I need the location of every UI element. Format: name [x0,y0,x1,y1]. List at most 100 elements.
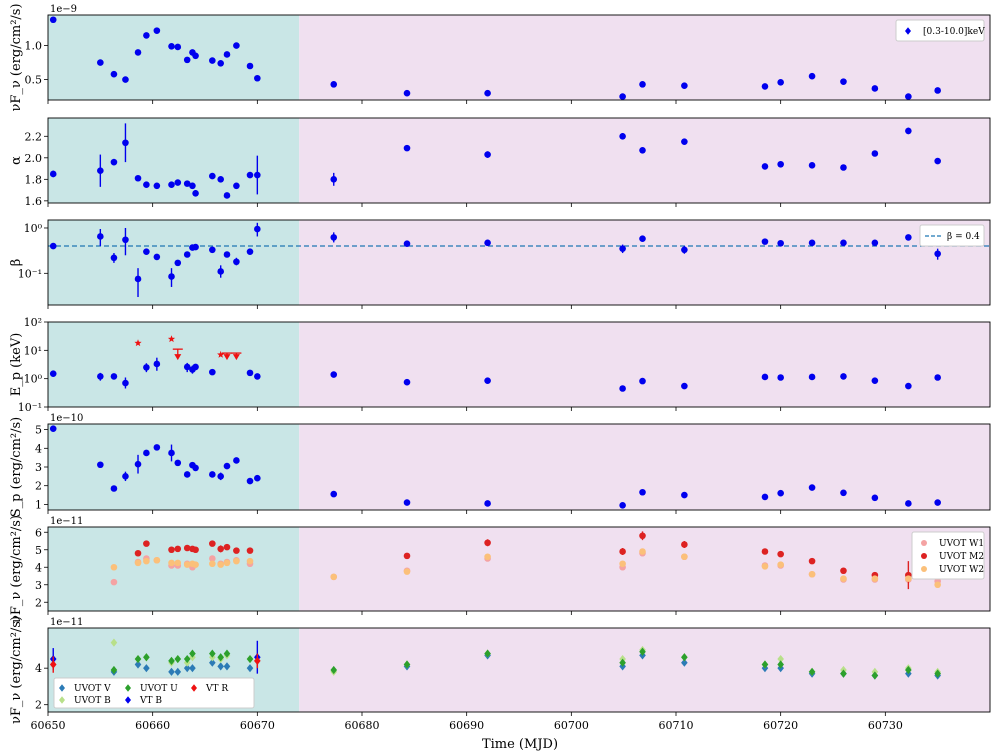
data-point [49,660,57,669]
data-point [97,59,104,66]
data-point [246,369,254,377]
data-point [174,654,182,664]
y-tick-label: 10⁰ [24,373,43,386]
series--0-3-10-0-kev [49,16,941,100]
legend-label: UVOT M2 [939,552,984,562]
data-point [761,238,769,245]
legend-swatch [59,684,65,692]
data-point [110,373,118,380]
shaded-region-early [48,15,300,100]
data-point [174,667,182,676]
data-point [209,368,216,376]
data-point [189,664,196,673]
data-point [808,162,816,169]
y-axis-label: νF_ν (erg/cm²/s) [9,515,24,623]
data-point [246,62,254,70]
data-point [403,378,411,386]
legend-swatch [59,696,65,704]
data-point [134,460,142,468]
data-point [840,373,847,380]
data-point [681,382,688,390]
data-point [217,176,224,183]
x-tick-label: 60650 [31,719,66,732]
data-point [254,474,261,482]
upper-limit-arrow [232,354,240,361]
data-point [403,568,411,575]
data-point [183,544,191,552]
y-axis-label: νF_ν (erg/cm²/s) [9,3,24,111]
data-point [168,181,175,189]
data-point [143,540,150,547]
data-point [905,500,912,507]
panel-beta: 10⁻¹ 10⁰ β β = 0.4 [9,219,991,309]
axes-frame [47,627,991,713]
data-point [639,647,646,656]
shaded-region-early [48,118,300,203]
data-point [174,545,182,553]
data-point [639,146,646,154]
data-point [639,377,646,385]
data-point [777,654,784,664]
data-point [183,363,191,371]
legend-uvot2: UVOT V UVOT U VT R UVOT B VT B [53,677,255,709]
data-point [134,559,142,567]
y-axis-label: α [9,156,24,165]
shaded-region-early [48,220,300,305]
data-point [484,89,491,97]
legend-swatch [921,540,927,546]
series-ep-star [134,335,225,358]
data-point [871,150,879,157]
data-point [254,171,261,179]
data-point [143,557,150,565]
shaded-region-late [299,118,990,203]
data-point [246,248,254,255]
data-point [777,561,784,568]
legend-label: UVOT W2 [939,565,984,575]
legend-label: UVOT U [140,684,178,694]
data-point [777,660,784,669]
data-point [97,461,104,469]
data-point [330,81,338,88]
data-point [134,275,142,283]
data-point [484,239,491,247]
axes-frame [47,321,991,408]
panel-uvot1: 2 3 4 5 6 1e−11 νF_ν (erg/cm²/s) UVOT W1 UVOT M2… [9,515,991,623]
legend-label: UVOT V [74,684,111,694]
data-point [808,557,816,565]
data-point [871,377,879,384]
data-point [639,548,646,555]
data-point [619,132,626,140]
data-point [217,350,225,358]
data-point [934,581,941,589]
data-point [168,449,175,457]
x-tick-label: 60660 [135,719,170,732]
data-point [246,664,254,673]
data-point [217,662,224,671]
data-point [110,665,118,675]
data-point [134,339,142,347]
y-tick-label: 2 [35,480,42,493]
data-point [192,464,199,472]
data-point [49,370,57,377]
data-point [223,559,231,567]
data-point [153,556,161,564]
data-point [143,181,150,189]
data-point [681,658,688,667]
data-point [761,548,769,555]
data-point [49,425,57,432]
data-point [934,157,941,165]
data-point [484,500,491,507]
data-point [681,138,688,145]
data-point [174,179,182,186]
data-point [777,374,784,381]
data-point [168,667,175,676]
shaded-region-late [299,220,990,305]
data-point [905,234,912,241]
data-point [330,234,338,241]
data-point [209,649,216,658]
legend-uvot1: UVOT W1 UVOT M2 UVOT W2 [911,531,985,580]
data-point [777,489,784,497]
data-point [209,555,216,562]
data-point [246,654,254,664]
data-point [619,560,626,568]
